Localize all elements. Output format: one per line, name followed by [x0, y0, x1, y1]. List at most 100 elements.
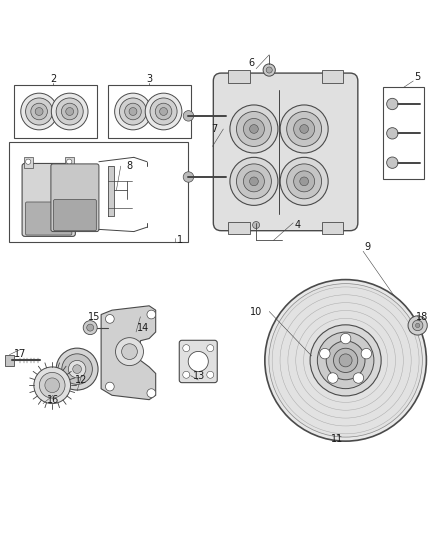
- Circle shape: [269, 284, 422, 437]
- Circle shape: [25, 159, 31, 164]
- Circle shape: [287, 111, 321, 147]
- Text: 8: 8: [127, 161, 133, 171]
- Circle shape: [106, 382, 114, 391]
- Text: 13: 13: [193, 370, 205, 381]
- Circle shape: [250, 177, 258, 185]
- Circle shape: [387, 98, 398, 110]
- Circle shape: [340, 333, 351, 344]
- Circle shape: [310, 325, 381, 396]
- Circle shape: [68, 360, 86, 378]
- Circle shape: [183, 111, 194, 121]
- Circle shape: [230, 157, 278, 205]
- Circle shape: [250, 125, 258, 133]
- Circle shape: [67, 159, 72, 164]
- Bar: [383, 87, 424, 179]
- Circle shape: [280, 157, 328, 205]
- Circle shape: [230, 105, 278, 153]
- FancyBboxPatch shape: [213, 73, 358, 231]
- Circle shape: [51, 93, 88, 130]
- Circle shape: [265, 280, 426, 441]
- Circle shape: [253, 222, 260, 229]
- FancyBboxPatch shape: [51, 164, 99, 231]
- Circle shape: [116, 338, 144, 366]
- Circle shape: [244, 118, 265, 140]
- Circle shape: [188, 351, 208, 372]
- Circle shape: [287, 164, 321, 199]
- Bar: [108, 85, 191, 138]
- Circle shape: [25, 98, 53, 125]
- Polygon shape: [101, 306, 155, 400]
- Circle shape: [125, 103, 141, 120]
- Text: 17: 17: [14, 349, 27, 359]
- Circle shape: [183, 345, 190, 352]
- Circle shape: [39, 373, 65, 398]
- Circle shape: [300, 177, 308, 185]
- Circle shape: [339, 354, 352, 367]
- Circle shape: [120, 98, 147, 125]
- FancyBboxPatch shape: [53, 199, 96, 231]
- Circle shape: [207, 372, 214, 378]
- Text: 9: 9: [364, 242, 371, 252]
- Circle shape: [416, 323, 420, 328]
- Circle shape: [155, 103, 172, 120]
- FancyBboxPatch shape: [22, 164, 75, 236]
- Bar: [10, 142, 188, 243]
- Circle shape: [326, 341, 365, 379]
- Bar: [24, 157, 32, 168]
- Text: 1: 1: [177, 235, 183, 245]
- Circle shape: [147, 310, 155, 319]
- Circle shape: [56, 98, 83, 125]
- Bar: [65, 157, 74, 168]
- Circle shape: [145, 93, 182, 130]
- Circle shape: [183, 372, 190, 378]
- Circle shape: [361, 349, 371, 359]
- Polygon shape: [108, 166, 114, 216]
- Bar: [321, 70, 343, 83]
- Circle shape: [21, 93, 57, 130]
- Text: 10: 10: [250, 308, 262, 317]
- Circle shape: [263, 64, 276, 76]
- Text: 15: 15: [88, 312, 101, 322]
- Circle shape: [266, 67, 272, 73]
- FancyBboxPatch shape: [25, 202, 72, 235]
- Text: 7: 7: [212, 124, 218, 134]
- Circle shape: [61, 103, 78, 120]
- Bar: [228, 222, 250, 234]
- Circle shape: [207, 345, 214, 352]
- Text: 12: 12: [75, 375, 88, 385]
- Circle shape: [115, 93, 151, 130]
- Circle shape: [150, 98, 177, 125]
- Text: 11: 11: [331, 434, 343, 444]
- FancyBboxPatch shape: [179, 340, 217, 383]
- Circle shape: [73, 365, 81, 374]
- Text: 3: 3: [146, 74, 152, 84]
- Circle shape: [408, 316, 427, 335]
- Circle shape: [66, 108, 74, 116]
- Circle shape: [56, 348, 98, 390]
- Circle shape: [106, 314, 114, 323]
- Circle shape: [293, 171, 314, 192]
- Circle shape: [35, 108, 43, 116]
- Circle shape: [300, 125, 308, 133]
- Circle shape: [387, 128, 398, 139]
- Circle shape: [318, 332, 374, 389]
- Circle shape: [244, 171, 265, 192]
- Circle shape: [122, 344, 138, 359]
- Circle shape: [183, 172, 194, 182]
- Circle shape: [413, 320, 423, 330]
- Bar: [321, 222, 343, 234]
- Text: 5: 5: [414, 71, 421, 82]
- Circle shape: [45, 378, 60, 393]
- Text: 16: 16: [47, 394, 59, 405]
- Circle shape: [320, 349, 330, 359]
- Circle shape: [293, 118, 314, 140]
- Circle shape: [333, 348, 358, 373]
- Circle shape: [328, 373, 338, 383]
- Text: 14: 14: [137, 322, 149, 333]
- Circle shape: [280, 105, 328, 153]
- Text: 2: 2: [50, 74, 56, 84]
- Circle shape: [237, 111, 272, 147]
- Circle shape: [237, 164, 272, 199]
- Bar: [14, 85, 97, 138]
- Circle shape: [387, 157, 398, 168]
